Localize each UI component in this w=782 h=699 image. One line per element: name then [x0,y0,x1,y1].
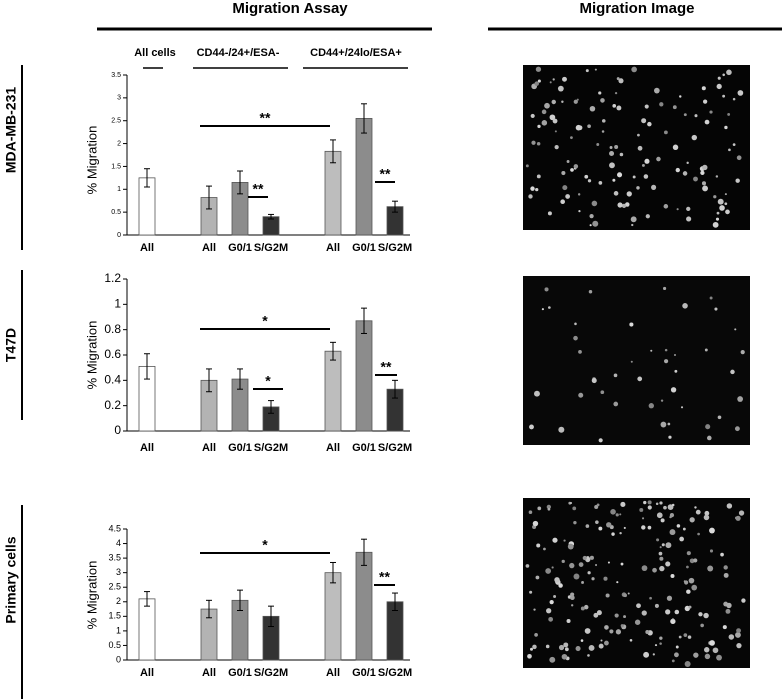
y-tick-label: 1.5 [111,163,121,170]
y-tick-label: 2.5 [111,118,121,125]
error-bar [144,353,150,380]
x-tick-label: S/G2M [254,442,288,454]
x-tick-label: G0/1 [228,442,252,454]
y-tick-label: 0 [114,423,121,437]
row-label: T47D [3,328,19,362]
error-bar [144,591,150,607]
x-tick-label: G0/1 [352,242,376,254]
migration-image [523,498,750,668]
significance-label: * [262,313,268,329]
error-bar [392,379,398,399]
x-tick-label: All [326,667,340,679]
error-bar [392,592,398,612]
y-tick-label: 0 [116,654,121,664]
x-tick-label: All [140,442,154,454]
error-bar [206,599,212,619]
y-axis-label: % Migration [84,321,99,390]
y-axis-label: % Migration [84,561,99,630]
error-bar [144,168,150,188]
significance-label: * [262,537,268,553]
y-tick-label: 2.5 [108,582,121,592]
y-tick-label: 3 [117,95,121,102]
bar [355,118,373,236]
significance-label: ** [381,359,392,375]
cell-dots [525,66,746,667]
y-tick-label: 4.5 [108,523,121,533]
bar [355,551,373,661]
row-label: Primary cells [3,536,19,623]
migration-image [523,276,750,445]
y-tick-label: 1 [116,625,121,635]
x-tick-label: S/G2M [254,242,288,254]
significance-label: * [265,373,271,389]
bar [324,350,342,432]
y-tick-label: 0.2 [104,398,121,412]
error-bar [268,605,274,628]
x-tick-label: G0/1 [228,242,252,254]
x-tick-label: All [326,442,340,454]
y-tick-label: 2 [116,596,121,606]
error-bar [392,200,398,213]
error-bar [237,170,243,195]
significance-label: ** [379,569,390,585]
y-tick-label: 0.5 [111,209,121,216]
x-tick-label: All [326,242,340,254]
y-tick-label: 4 [116,538,121,548]
y-tick-label: 0.8 [104,322,121,336]
group-label: CD44-/24+/ESA- [197,47,280,59]
y-tick-label: 3.5 [108,552,121,562]
y-tick-label: 0.5 [108,640,121,650]
significance-label: ** [253,181,264,197]
x-tick-label: All [140,667,154,679]
column-header: Migration Image [579,0,694,17]
y-tick-label: 2 [117,140,121,147]
x-tick-label: S/G2M [378,442,412,454]
x-tick-label: All [202,242,216,254]
y-tick-label: 0 [117,232,121,239]
row-label: MDA-MB-231 [3,87,19,174]
x-tick-label: All [202,667,216,679]
group-label: CD44+/24lo/ESA+ [310,47,402,59]
y-tick-label: 1 [114,297,121,311]
error-bar [330,341,336,361]
error-bar [330,139,336,164]
error-bar [237,368,243,390]
x-tick-label: G0/1 [228,667,252,679]
bar [138,598,156,661]
x-tick-label: S/G2M [378,242,412,254]
error-bar [268,400,274,414]
bar [324,572,342,661]
y-tick-label: 1.2 [104,271,121,285]
y-axis-label: % Migration [84,126,99,195]
x-tick-label: G0/1 [352,667,376,679]
column-header: Migration Assay [232,0,348,17]
y-tick-label: 0.4 [104,373,121,387]
x-tick-label: G0/1 [352,442,376,454]
error-bar [206,368,212,393]
bar [324,150,342,236]
error-bar [206,185,212,210]
x-tick-label: S/G2M [378,667,412,679]
error-bar [237,589,243,612]
error-bar [268,213,274,220]
y-tick-label: 3.5 [111,72,121,79]
error-bar [361,307,367,334]
x-tick-label: All [202,442,216,454]
y-tick-label: 1.5 [108,611,121,621]
y-tick-label: 1 [117,186,121,193]
x-tick-label: S/G2M [254,667,288,679]
significance-label: ** [260,110,271,126]
error-bar [330,561,336,584]
x-tick-label: All [140,242,154,254]
group-label: All cells [134,47,176,59]
error-bar [361,103,367,134]
y-tick-label: 0.6 [104,347,121,361]
significance-label: ** [380,166,391,182]
error-bar [361,538,367,566]
y-tick-label: 3 [116,567,121,577]
bar [355,320,373,432]
